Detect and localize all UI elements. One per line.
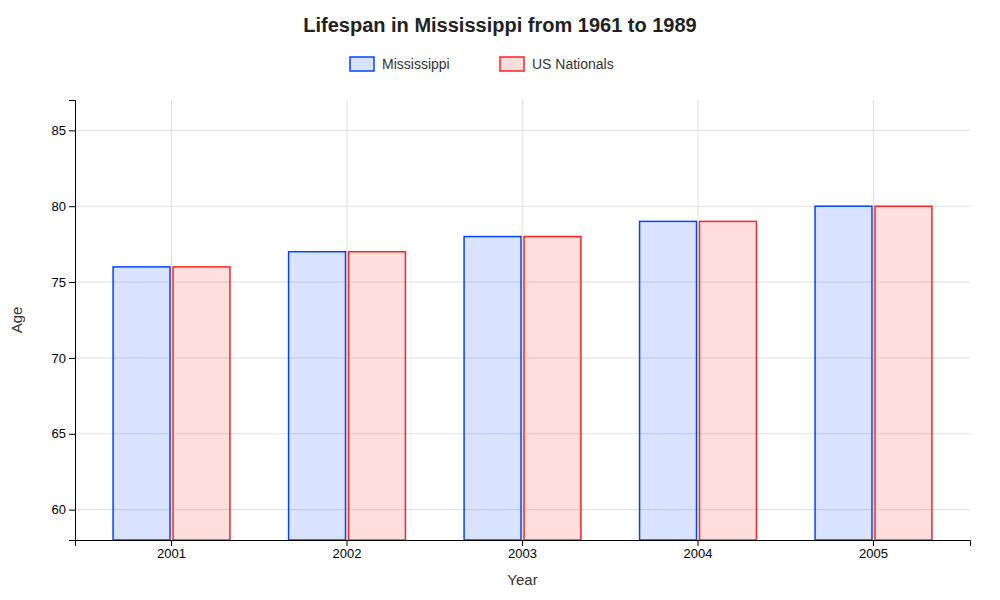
- tick: 85: [52, 123, 75, 138]
- y-axis: 60 65 70 75 80 85: [52, 101, 76, 541]
- tick: 2003: [508, 540, 537, 561]
- tick-label: 2001: [157, 546, 186, 561]
- grid-line-x: [171, 100, 172, 540]
- legend-swatch: [500, 57, 524, 71]
- chart: 2001 2002 2003 2004 2005 60 65 70 75 80 85 Year Age L…: [0, 0, 1000, 600]
- legend-item: US Nationals: [500, 56, 614, 72]
- bar: [173, 267, 230, 540]
- tick-mark: [69, 282, 75, 283]
- bar: [464, 237, 521, 540]
- grid: [75, 100, 970, 540]
- series: [113, 206, 872, 540]
- tick: 2001: [157, 540, 186, 561]
- tick: 60: [52, 502, 75, 517]
- tick-mark: [873, 540, 874, 546]
- tick-label: 2002: [333, 546, 362, 561]
- tick-label: 2005: [859, 546, 888, 561]
- tick-mark: [69, 510, 75, 511]
- tick: 75: [52, 275, 75, 290]
- grid-line-x: [347, 100, 348, 540]
- tick-label: 65: [52, 426, 66, 441]
- bar: [349, 252, 406, 540]
- legend-label: Mississippi: [382, 56, 450, 72]
- tick-mark: [69, 358, 75, 359]
- plot: 2001 2002 2003 2004 2005 60 65 70 75 80 85: [52, 100, 971, 561]
- tick-label: 60: [52, 502, 66, 517]
- bar: [815, 206, 872, 540]
- x-axis-title: Year: [507, 571, 537, 588]
- legend: Mississippi US Nationals: [350, 56, 614, 72]
- grid-line-x: [873, 100, 874, 540]
- tick-label: 75: [52, 275, 66, 290]
- tick-mark: [69, 130, 75, 131]
- legend-item: Mississippi: [350, 56, 450, 72]
- tick: 70: [52, 351, 75, 366]
- series: [173, 206, 932, 540]
- bar: [524, 237, 581, 540]
- axis-line: [76, 541, 971, 547]
- legend-swatch: [350, 57, 374, 71]
- tick-label: 70: [52, 351, 66, 366]
- tick-mark: [69, 206, 75, 207]
- grid-line-x: [522, 100, 523, 540]
- tick-label: 80: [52, 199, 66, 214]
- tick: 2004: [684, 540, 713, 561]
- bar: [640, 221, 697, 540]
- tick-label: 85: [52, 123, 66, 138]
- y-axis-title: Age: [8, 307, 25, 334]
- tick-label: 2003: [508, 546, 537, 561]
- tick: 80: [52, 199, 75, 214]
- bars: [113, 206, 932, 540]
- tick: 2002: [333, 540, 362, 561]
- tick-mark: [697, 540, 698, 546]
- bar: [875, 206, 932, 540]
- bar: [113, 267, 170, 540]
- bar: [699, 221, 756, 540]
- bar: [289, 252, 346, 540]
- title: Lifespan in Mississippi from 1961 to 198…: [303, 14, 696, 36]
- tick-mark: [522, 540, 523, 546]
- tick-mark: [347, 540, 348, 546]
- tick-mark: [69, 434, 75, 435]
- grid-line-x: [697, 100, 698, 540]
- tick-label: 2004: [684, 546, 713, 561]
- tick: 65: [52, 426, 75, 441]
- axis-line: [69, 101, 76, 541]
- legend-label: US Nationals: [532, 56, 614, 72]
- tick-mark: [171, 540, 172, 546]
- x-axis: 2001 2002 2003 2004 2005: [76, 540, 971, 561]
- tick: 2005: [859, 540, 888, 561]
